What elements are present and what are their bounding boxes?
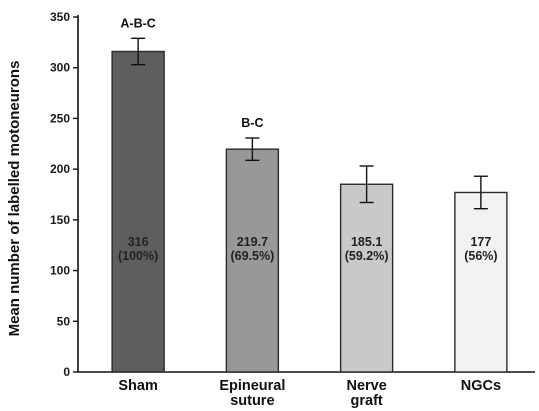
significance-annotation: B-C [241, 116, 263, 130]
bar [111, 50, 165, 373]
x-category-label-line: Nerve [346, 378, 386, 394]
bar-percent-label: (59.2%) [345, 249, 389, 263]
x-category-label-line: NGCs [461, 378, 501, 394]
bars-group: 316(100%) A-B-C 219.7(69.5%) B-C 185.1(59.2%… [111, 16, 508, 373]
x-axis: Sham Epineural suture Nerve graft NGCs [78, 371, 535, 409]
x-category-label-line: Epineural [219, 378, 285, 394]
bar-percent-label: (69.5%) [230, 249, 274, 263]
y-tick-label: 300 [50, 61, 70, 75]
x-category-label: Epineural suture [219, 378, 285, 409]
y-tick-label: 100 [50, 264, 70, 278]
x-category-label-line: graft [351, 393, 383, 409]
y-axis-label: Mean number of labelled motoneurons [6, 61, 23, 337]
bar-percent-label: (100%) [118, 249, 158, 263]
x-category-label: NGCs [461, 378, 501, 394]
bar-percent-label: (56%) [464, 249, 497, 263]
y-tick-label: 200 [50, 162, 70, 176]
bar [225, 148, 280, 373]
x-category-label-line: suture [230, 393, 274, 409]
y-tick-label: 50 [57, 314, 71, 328]
y-tick-label: 150 [50, 213, 70, 227]
x-category-label: Sham [118, 378, 158, 394]
y-tick-label: 350 [50, 10, 70, 24]
bar [339, 183, 394, 373]
bar-value-label: 177 [470, 235, 491, 249]
x-category-label-line: Sham [118, 378, 158, 394]
x-category-label: Nerve graft [346, 378, 386, 409]
y-tick-label: 250 [50, 111, 70, 125]
bar [454, 191, 508, 373]
bar-value-label: 316 [128, 235, 149, 249]
significance-annotation: A-B-C [120, 16, 155, 30]
bar-value-label: 219.7 [237, 235, 268, 249]
y-axis: 0 50 100 150 200 250 300 350 [50, 10, 79, 379]
y-tick-label: 0 [63, 365, 70, 379]
bar-value-label: 185.1 [351, 235, 382, 249]
